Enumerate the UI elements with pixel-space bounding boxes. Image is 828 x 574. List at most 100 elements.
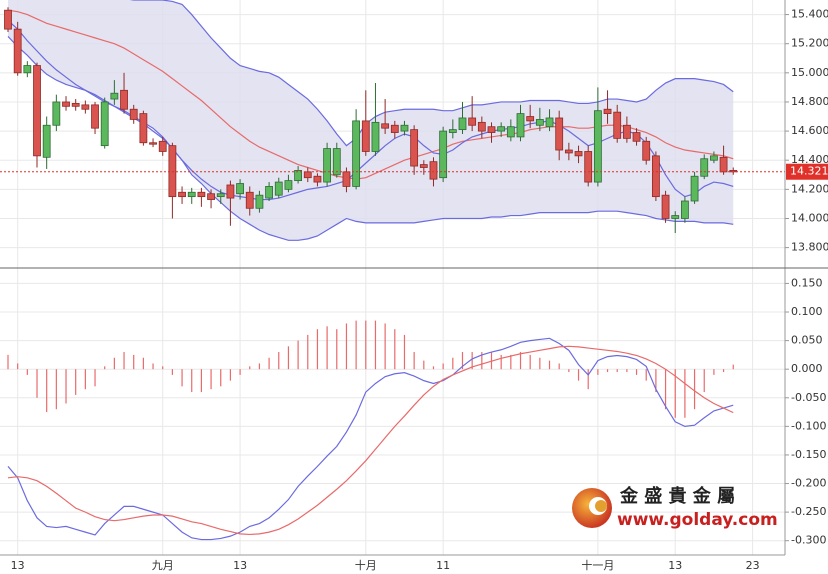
y-tick-label: 0.000: [791, 362, 823, 375]
candle-body: [33, 65, 41, 157]
x-tick-label: 九月: [152, 559, 174, 572]
candle-body: [255, 194, 264, 209]
candle-body: [226, 184, 235, 199]
candle-body: [690, 175, 699, 202]
logo-url: www.golday.com: [617, 510, 778, 530]
y-tick-label: 0.050: [791, 334, 823, 347]
y-tick-label: 13.800: [791, 241, 828, 254]
y-tick-label: 14.200: [791, 182, 828, 195]
candle-body: [207, 193, 215, 200]
candle-body: [13, 28, 22, 74]
candle-body: [632, 132, 641, 142]
candle-body: [178, 191, 186, 198]
candle-body: [361, 120, 370, 152]
candle-body: [506, 126, 515, 138]
candle-body: [535, 119, 544, 126]
candle-body: [42, 124, 51, 158]
line: [7, 36, 734, 241]
x-tick-label: 十月: [355, 558, 377, 572]
line: [7, 345, 734, 536]
candle-body: [516, 113, 525, 138]
candle-body: [497, 126, 506, 132]
candle-body: [23, 65, 32, 74]
x-tick-label: 23: [746, 559, 760, 572]
candle-body: [371, 121, 380, 152]
candle-body: [129, 108, 138, 120]
candle-body: [574, 151, 583, 157]
candle-body: [584, 151, 593, 183]
candle-body: [139, 113, 148, 144]
logo-icon: [595, 500, 607, 512]
x-tick-label: 11: [436, 559, 450, 572]
candle-body: [545, 117, 554, 128]
candle-body: [187, 191, 196, 198]
candle-body: [303, 171, 312, 179]
candle-body: [294, 170, 303, 182]
candle-body: [381, 123, 390, 129]
candle-body: [651, 155, 660, 198]
candle-body: [439, 130, 448, 179]
candle-body: [265, 186, 273, 199]
candle-body: [564, 149, 573, 154]
candle-body: [458, 117, 467, 131]
logo: 金 盛 貴 金 屬 www.golday.com: [572, 485, 778, 530]
candle-body: [4, 9, 12, 30]
candle-body: [100, 101, 109, 147]
candle-body: [468, 117, 477, 126]
last-price-label: 14.321: [790, 165, 828, 178]
line: [7, 337, 734, 541]
y-tick-label: -0.250: [791, 505, 826, 518]
macd-panel: [7, 320, 734, 541]
candle-body: [168, 145, 177, 198]
candle-body: [71, 103, 80, 107]
candle-body: [390, 124, 399, 133]
candle-body: [216, 193, 225, 198]
candle-body: [149, 142, 157, 145]
y-tick-label: -0.300: [791, 534, 826, 547]
candle-body: [526, 116, 535, 122]
candle-body: [429, 161, 438, 180]
y-tick-label: -0.050: [791, 391, 826, 404]
candle-body: [710, 155, 718, 161]
candle-body: [313, 175, 322, 183]
candle-body: [400, 124, 409, 132]
y-tick-label: -0.150: [791, 448, 826, 461]
x-tick-label: 13: [668, 559, 682, 572]
candle-body: [332, 148, 341, 176]
candle-body: [700, 158, 709, 177]
candle-body: [419, 164, 428, 168]
candle-body: [236, 183, 244, 195]
candle-body: [323, 148, 332, 183]
candle-body: [555, 117, 564, 151]
y-tick-label: 14.800: [791, 95, 828, 108]
candle-body: [477, 121, 486, 132]
candle-body: [81, 104, 90, 110]
candle-body: [487, 126, 496, 133]
y-tick-label: 14.400: [791, 153, 828, 166]
y-tick-label: -0.200: [791, 477, 826, 490]
candle-body: [448, 129, 457, 133]
candle-body: [352, 120, 361, 187]
candle-body: [91, 104, 99, 129]
candle-body: [110, 92, 119, 100]
candle-body: [671, 215, 680, 219]
line: [7, 19, 734, 201]
candle-body: [245, 191, 254, 209]
x-tick-label: 13: [233, 559, 247, 572]
candle-body: [62, 101, 70, 107]
price-panel: [0, 0, 785, 241]
line: [7, 9, 734, 180]
candle-body: [613, 111, 622, 139]
candle-body: [284, 180, 293, 190]
y-tick-label: -0.100: [791, 419, 826, 432]
x-tick-label: 13: [11, 559, 25, 572]
y-tick-label: 15.400: [791, 8, 828, 21]
candle-body: [719, 156, 728, 173]
y-tick-label: 15.200: [791, 37, 828, 50]
candle-body: [593, 110, 602, 183]
candle-body: [274, 181, 283, 196]
candle-body: [681, 200, 689, 219]
candle-body: [52, 101, 61, 126]
